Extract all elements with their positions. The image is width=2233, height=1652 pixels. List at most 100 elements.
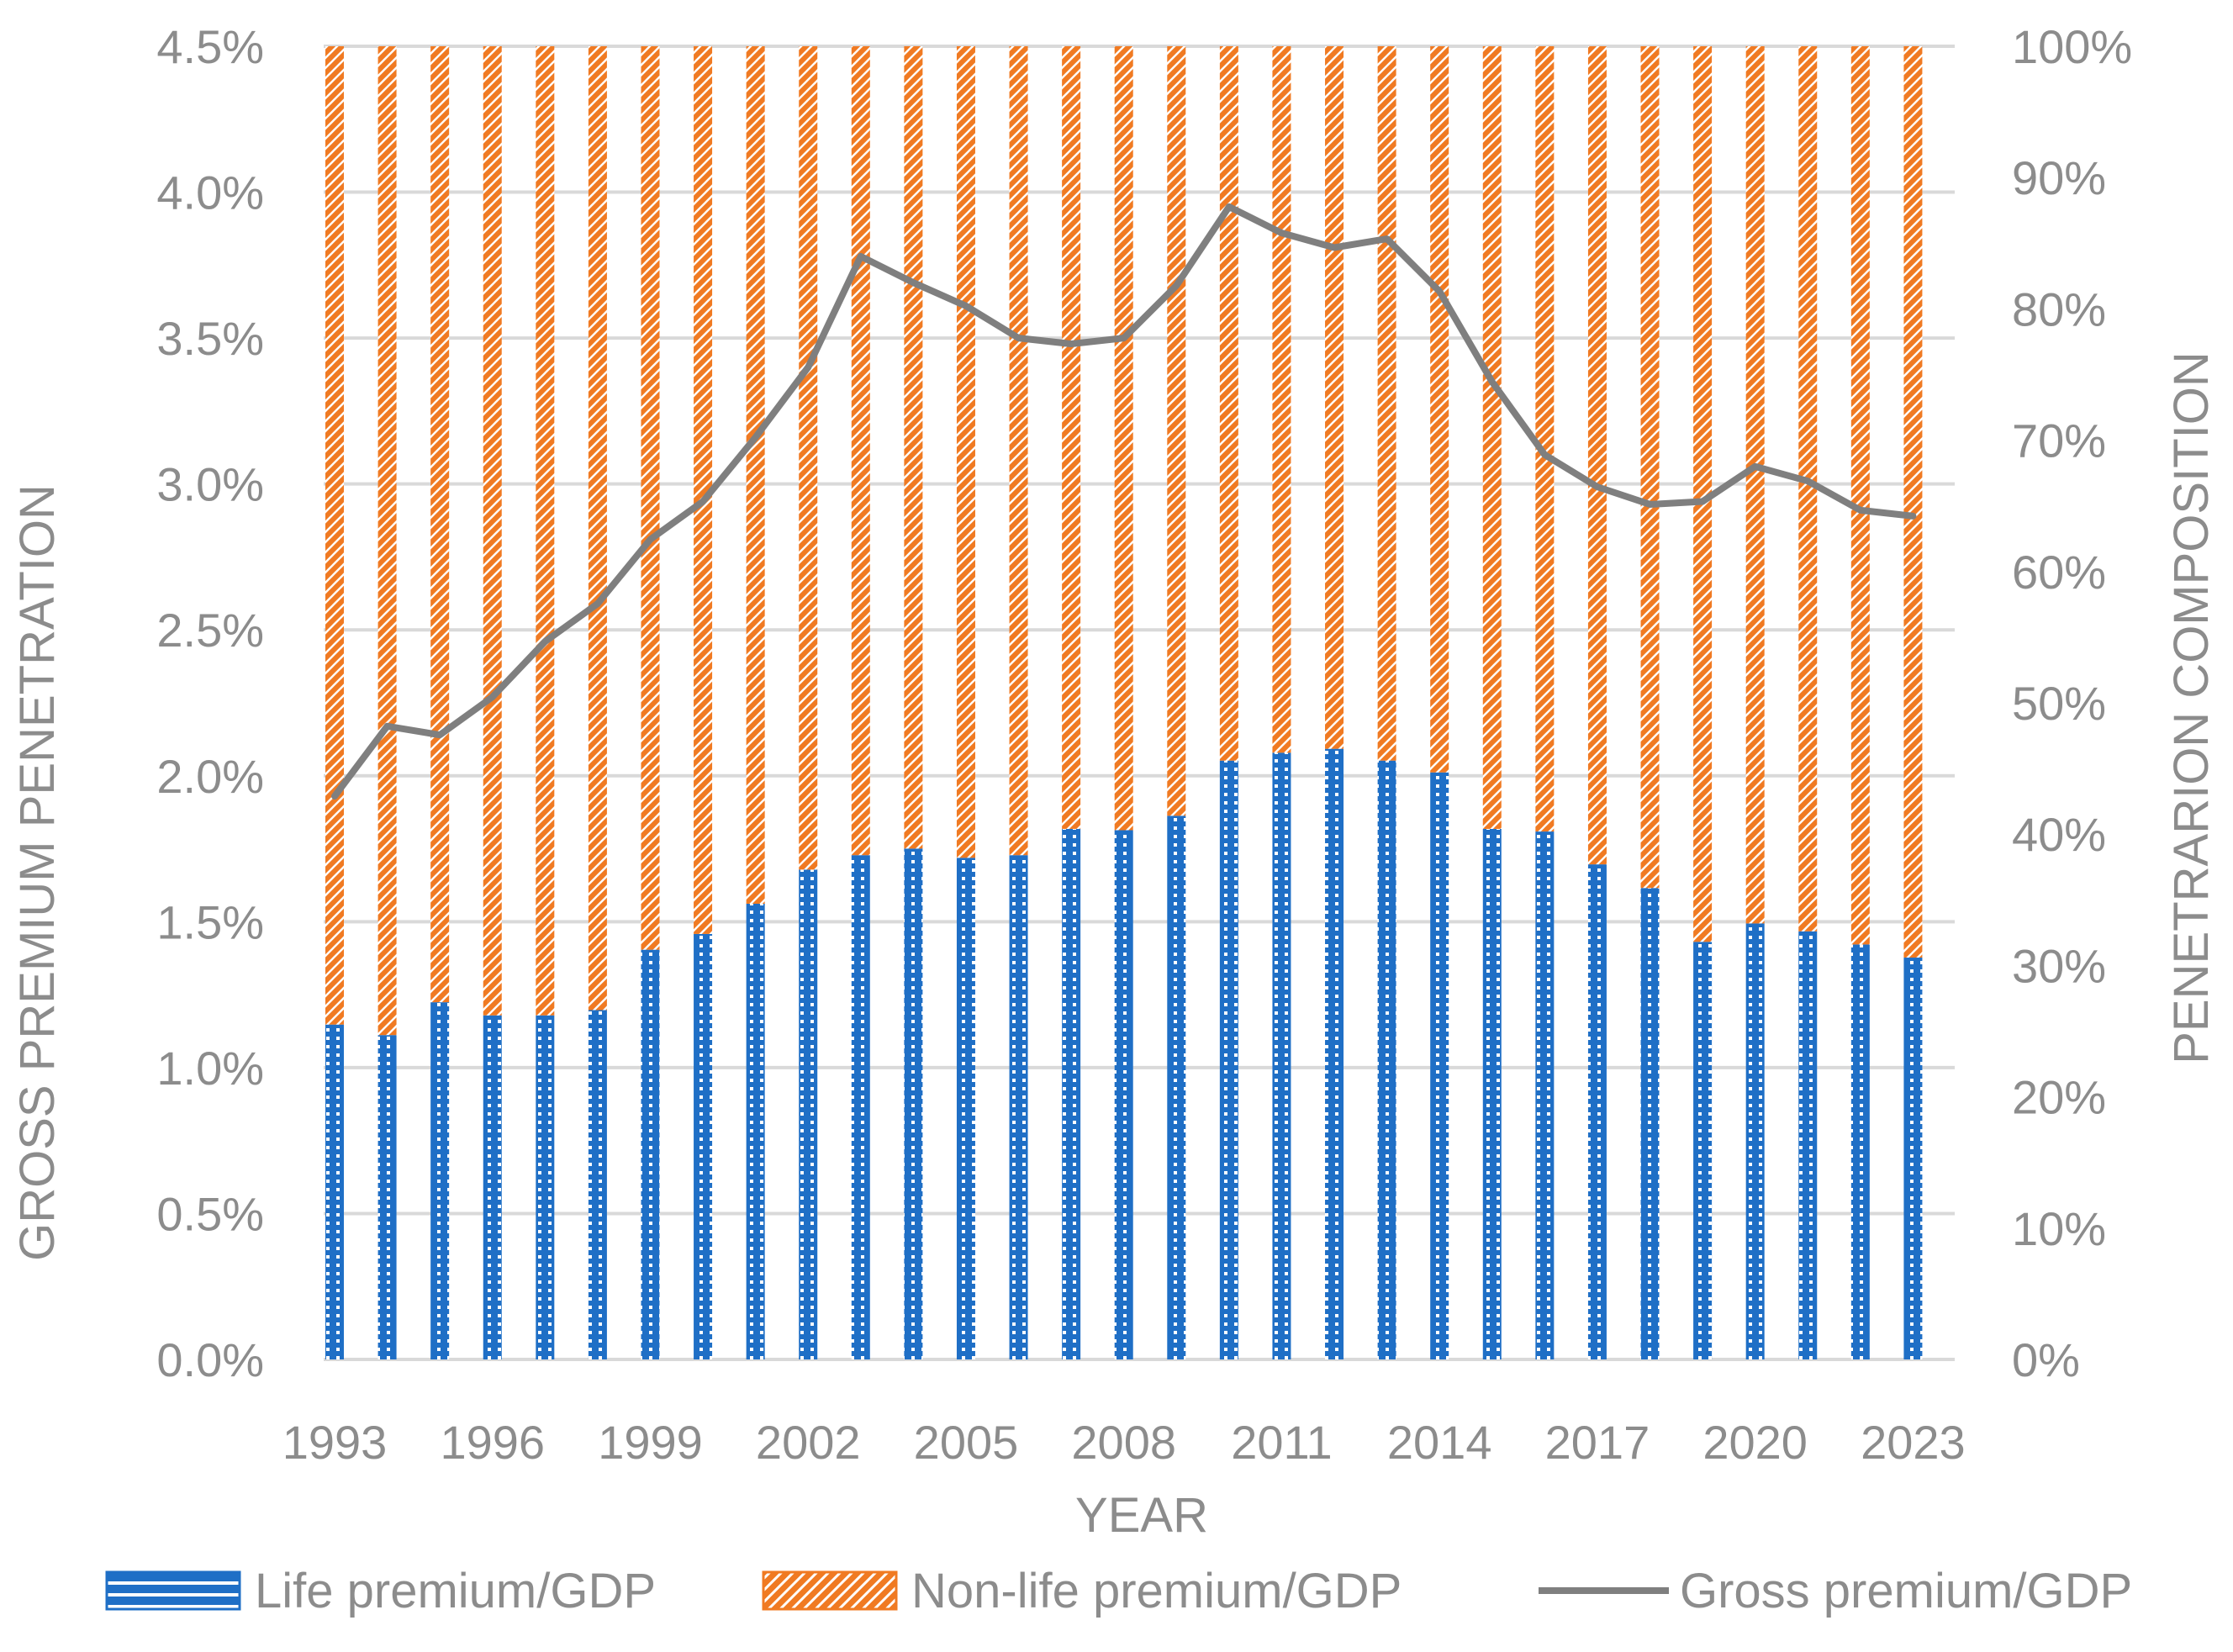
bar-nonlife-2008 [1115, 46, 1133, 831]
bar-nonlife-2015 [1483, 46, 1502, 829]
bar-life-2023 [1903, 958, 1922, 1359]
right-tick-label: 20% [2012, 1071, 2106, 1124]
bar-life-2019 [1693, 942, 1712, 1359]
bar-life-2001 [747, 904, 765, 1359]
bar-nonlife-1997 [536, 46, 554, 1016]
x-tick-label: 2020 [1702, 1416, 1808, 1469]
bar-nonlife-2009 [1167, 46, 1185, 815]
bar-life-2020 [1746, 923, 1765, 1359]
left-tick-label: 0.0% [156, 1333, 264, 1386]
bar-nonlife-2005 [957, 46, 975, 858]
bar-life-1999 [641, 950, 659, 1359]
bar-nonlife-2017 [1588, 46, 1607, 864]
bar-life-1994 [378, 1035, 397, 1359]
left-tick-label: 3.0% [156, 458, 264, 511]
bar-life-2010 [1220, 761, 1238, 1359]
bar-nonlife-2021 [1798, 46, 1817, 932]
right-tick-label: 70% [2012, 414, 2106, 467]
x-tick-label: 2014 [1387, 1416, 1492, 1469]
right-tick-label: 50% [2012, 677, 2106, 730]
bar-life-2011 [1272, 752, 1291, 1359]
bar-life-2022 [1851, 944, 1870, 1359]
x-tick-label: 1993 [282, 1416, 388, 1469]
x-tick-label: 2005 [914, 1416, 1019, 1469]
legend-item-life: Life premium/GDP [107, 1564, 656, 1618]
legend-swatch-life [107, 1572, 240, 1609]
left-tick-label: 1.5% [156, 895, 264, 948]
bar-life-1998 [589, 1011, 607, 1359]
bar-nonlife-1995 [430, 46, 449, 1002]
bar-nonlife-2004 [904, 46, 922, 848]
bar-life-2002 [799, 869, 817, 1359]
bar-life-2000 [694, 934, 712, 1359]
x-tick-label: 2017 [1545, 1416, 1650, 1469]
bar-life-2016 [1535, 831, 1554, 1359]
x-tick-label: 2002 [756, 1416, 861, 1469]
x-axis-title: YEAR [1075, 1488, 1208, 1543]
legend-label-nonlife: Non-life premium/GDP [911, 1564, 1402, 1618]
right-tick-label: 30% [2012, 939, 2106, 992]
bar-life-2021 [1798, 932, 1817, 1359]
left-tick-label: 4.5% [156, 20, 264, 73]
right-tick-label: 90% [2012, 151, 2106, 204]
legend-label-life: Life premium/GDP [255, 1564, 656, 1618]
x-tick-label: 2023 [1861, 1416, 1966, 1469]
x-tick-label: 2011 [1231, 1416, 1332, 1469]
bar-nonlife-1993 [325, 46, 344, 1025]
left-axis-ticks: 0.0%0.5%1.0%1.5%2.0%2.5%3.0%3.5%4.0%4.5% [156, 20, 264, 1386]
x-tick-label: 1996 [440, 1416, 545, 1469]
legend: Life premium/GDP Non-life premium/GDP Gr… [107, 1564, 2132, 1618]
right-tick-label: 100% [2012, 20, 2132, 73]
left-tick-label: 4.0% [156, 166, 264, 219]
bar-life-2008 [1115, 831, 1133, 1359]
bar-nonlife-2018 [1641, 46, 1660, 888]
right-axis-ticks: 0%10%20%30%40%50%60%70%80%90%100% [2012, 20, 2132, 1386]
bar-life-2014 [1430, 773, 1449, 1359]
bar-nonlife-2003 [852, 46, 870, 855]
bar-life-2006 [1010, 855, 1028, 1359]
bar-life-2013 [1378, 761, 1396, 1359]
bars [325, 46, 1922, 1359]
x-tick-label: 2008 [1071, 1416, 1176, 1469]
bar-life-2005 [957, 858, 975, 1359]
bar-nonlife-2007 [1062, 46, 1080, 829]
bar-nonlife-1994 [378, 46, 397, 1035]
bar-nonlife-2023 [1903, 46, 1922, 958]
legend-label-gross: Gross premium/GDP [1680, 1564, 2132, 1618]
bar-nonlife-2020 [1746, 46, 1765, 923]
bar-nonlife-2016 [1535, 46, 1554, 831]
bar-nonlife-1999 [641, 46, 659, 950]
bar-life-1996 [483, 1016, 502, 1359]
left-tick-label: 3.5% [156, 312, 264, 365]
bar-nonlife-2022 [1851, 46, 1870, 944]
right-tick-label: 60% [2012, 546, 2106, 599]
left-tick-label: 2.0% [156, 750, 264, 803]
right-tick-label: 10% [2012, 1202, 2106, 1255]
bar-nonlife-2002 [799, 46, 817, 869]
bar-life-1997 [536, 1016, 554, 1359]
bar-nonlife-1996 [483, 46, 502, 1016]
bar-life-2017 [1588, 864, 1607, 1359]
bar-nonlife-1998 [589, 46, 607, 1011]
y-axis-left-title: GROSS PREMIUM PENETRATION [10, 484, 65, 1261]
legend-item-gross: Gross premium/GDP [1539, 1564, 2132, 1618]
x-tick-label: 1999 [598, 1416, 703, 1469]
bar-nonlife-2011 [1272, 46, 1291, 752]
bar-life-2015 [1483, 829, 1502, 1359]
y-axis-right-title: PENETRARION COMPOSITION [2164, 351, 2219, 1064]
bar-nonlife-2012 [1325, 46, 1343, 749]
bar-nonlife-2006 [1010, 46, 1028, 855]
bar-nonlife-2013 [1378, 46, 1396, 761]
left-tick-label: 0.5% [156, 1187, 264, 1240]
legend-item-nonlife: Non-life premium/GDP [763, 1564, 1402, 1618]
bar-life-2007 [1062, 829, 1080, 1359]
bar-life-2004 [904, 848, 922, 1359]
right-tick-label: 0% [2012, 1333, 2080, 1386]
bar-life-2018 [1641, 888, 1660, 1359]
bar-life-2009 [1167, 815, 1185, 1359]
right-tick-label: 40% [2012, 808, 2106, 861]
left-tick-label: 2.5% [156, 604, 264, 657]
bar-life-1993 [325, 1025, 344, 1359]
